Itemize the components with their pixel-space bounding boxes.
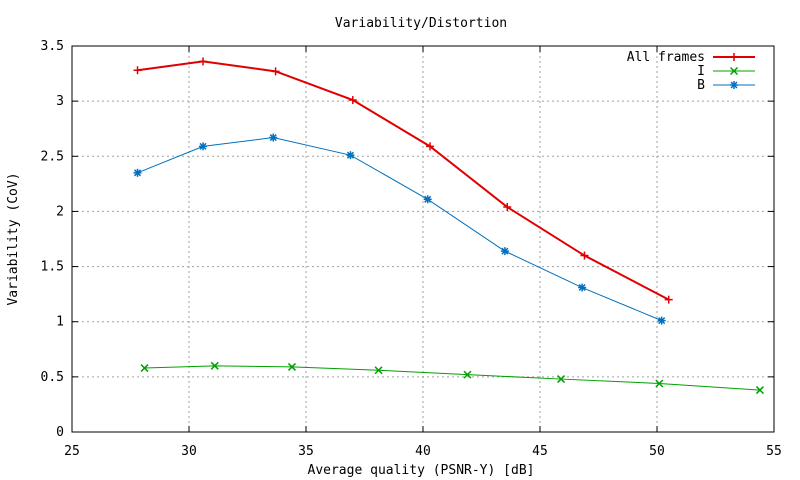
data-point-all-frames [503, 203, 512, 212]
legend-label-all-frames: All frames [627, 50, 705, 65]
grid [72, 46, 774, 432]
marker-stroke [730, 81, 738, 89]
series-line-i [144, 365, 760, 391]
marker-stroke [140, 364, 149, 373]
data-point-i [140, 364, 149, 373]
marker-stroke [658, 317, 666, 325]
marker-stroke [374, 366, 383, 375]
marker-stroke [210, 361, 219, 370]
y-tick-label: 0.5 [41, 370, 64, 385]
x-tick-label: 25 [64, 444, 80, 459]
marker-stroke [269, 134, 277, 142]
series-group [133, 57, 764, 395]
series-i [140, 361, 764, 395]
y-tick-label: 1.5 [41, 260, 64, 275]
axis-ticks: 25 30 35 40 45 50 55 0 0.5 1 1.5 2 2.5 3 3.5 [41, 39, 782, 459]
y-axis-label: Variability (CoV) [6, 172, 21, 305]
x-tick-label: 50 [649, 444, 665, 459]
marker-stroke [133, 169, 142, 177]
data-point-all-frames [133, 66, 142, 75]
data-point-i [557, 375, 566, 384]
series-all-frames [133, 57, 673, 304]
data-point-all-frames [664, 295, 673, 304]
data-point-i [287, 362, 296, 371]
x-tick-label: 35 [298, 444, 314, 459]
marker-stroke [578, 283, 586, 292]
data-point-b [657, 316, 666, 325]
data-point-b [578, 283, 587, 292]
legend-label-i: I [697, 64, 705, 79]
chart-title: Variability/Distortion [335, 16, 507, 31]
marker-stroke [729, 66, 739, 76]
y-tick-label: 2.5 [41, 149, 64, 164]
legend-item-b: B [697, 78, 755, 93]
series-line-all-frames [137, 60, 670, 301]
x-axis-label: Average quality (PSNR-Y) [dB] [308, 463, 535, 478]
data-point-all-frames [271, 67, 280, 76]
data-point-i [755, 386, 764, 395]
marker-stroke [501, 247, 509, 255]
x-tick-label: 45 [532, 444, 548, 459]
marker-stroke [346, 151, 354, 159]
x-tick-label: 30 [181, 444, 197, 459]
legend-label-b: B [697, 78, 705, 93]
series-line-b [137, 137, 662, 322]
legend-item-i: I [697, 64, 755, 79]
y-tick-label: 3.5 [41, 39, 64, 54]
data-point-b [269, 133, 278, 142]
series-b [133, 133, 666, 325]
y-tick-label: 0 [56, 425, 64, 440]
x-tick-label: 55 [766, 444, 782, 459]
data-point-b [133, 168, 142, 177]
marker-stroke [655, 379, 664, 388]
data-point-i [463, 370, 472, 379]
marker-stroke [287, 362, 296, 371]
data-point-i [374, 366, 383, 375]
data-point-all-frames [199, 57, 208, 66]
data-point-b [500, 247, 509, 256]
marker-stroke [199, 142, 207, 150]
legend-item-all-frames: All frames [627, 50, 755, 65]
y-tick-label: 2 [56, 204, 64, 219]
data-point-b [346, 151, 355, 160]
y-tick-label: 3 [56, 94, 64, 109]
marker-stroke [557, 375, 566, 384]
data-point-b [199, 142, 208, 151]
marker-stroke [424, 195, 432, 203]
data-point-all-frames [348, 96, 357, 105]
data-point-b [423, 195, 432, 204]
marker-stroke [755, 386, 764, 395]
data-point-i [210, 361, 219, 370]
marker-stroke [463, 370, 472, 379]
legend-marker-b [730, 81, 738, 89]
y-tick-label: 1 [56, 315, 64, 330]
data-point-i [655, 379, 664, 388]
data-point-all-frames [426, 142, 435, 151]
data-point-all-frames [580, 251, 589, 260]
legend-marker-all-frames [730, 53, 738, 61]
legend-marker-i [729, 66, 739, 76]
x-tick-label: 40 [415, 444, 431, 459]
